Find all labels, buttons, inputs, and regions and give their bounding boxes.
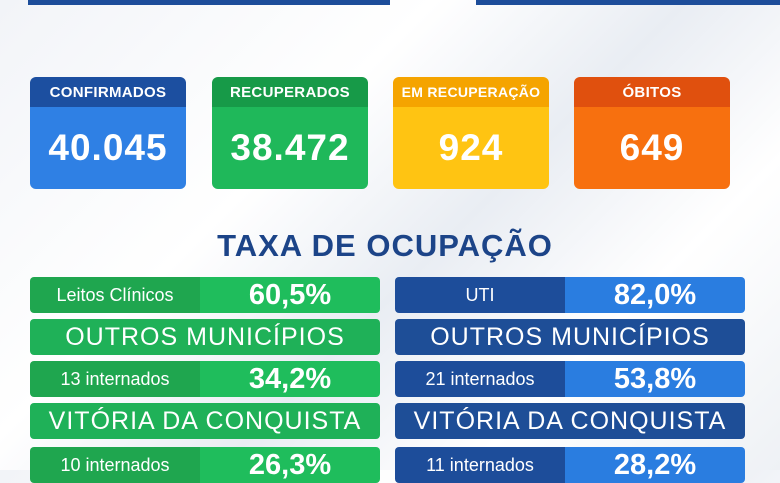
right-vitoria-internados-value: 28,2% [565, 447, 745, 483]
left-vitoria-internados-value: 26,3% [200, 447, 380, 483]
card-em-recuperacao: EM RECUPERAÇÃO 924 [393, 77, 549, 189]
card-obitos-value: 649 [574, 107, 730, 189]
left-outros-internados-value: 34,2% [200, 361, 380, 397]
row-left-vitoria-internados: 10 internados 26,3% [30, 447, 380, 483]
card-confirmados-label: CONFIRMADOS [30, 77, 186, 107]
row-right-vitoria-internados: 11 internados 28,2% [395, 447, 745, 483]
row-left-outros-internados: 13 internados 34,2% [30, 361, 380, 397]
left-outros-municipios-header: OUTROS MUNICÍPIOS [30, 319, 380, 355]
row-right-outros-internados: 21 internados 53,8% [395, 361, 745, 397]
right-outros-municipios-header: OUTROS MUNICÍPIOS [395, 319, 745, 355]
card-obitos: ÓBITOS 649 [574, 77, 730, 189]
card-recuperados: RECUPERADOS 38.472 [212, 77, 368, 189]
row-uti: UTI 82,0% [395, 277, 745, 313]
leitos-clinicos-label: Leitos Clínicos [30, 277, 200, 313]
card-obitos-label: ÓBITOS [574, 77, 730, 107]
right-vitoria-internados-label: 11 internados [395, 447, 565, 483]
right-outros-internados-value: 53,8% [565, 361, 745, 397]
uti-value: 82,0% [565, 277, 745, 313]
right-vitoria-header: VITÓRIA DA CONQUISTA [395, 403, 745, 439]
card-recuperados-value: 38.472 [212, 107, 368, 189]
row-right-outros-municipios: OUTROS MUNICÍPIOS [395, 319, 745, 355]
card-confirmados-value: 40.045 [30, 107, 186, 189]
top-banner-left [28, 0, 390, 5]
row-left-vitoria: VITÓRIA DA CONQUISTA [30, 403, 380, 439]
leitos-clinicos-value: 60,5% [200, 277, 380, 313]
left-vitoria-header: VITÓRIA DA CONQUISTA [30, 403, 380, 439]
row-left-outros-municipios: OUTROS MUNICÍPIOS [30, 319, 380, 355]
uti-label: UTI [395, 277, 565, 313]
row-right-vitoria: VITÓRIA DA CONQUISTA [395, 403, 745, 439]
right-outros-internados-label: 21 internados [395, 361, 565, 397]
occupancy-title: TAXA DE OCUPAÇÃO [217, 228, 553, 263]
top-banner-right [476, 0, 780, 5]
card-em-recuperacao-label: EM RECUPERAÇÃO [393, 77, 549, 107]
row-leitos-clinicos: Leitos Clínicos 60,5% [30, 277, 380, 313]
card-em-recuperacao-value: 924 [393, 107, 549, 189]
card-recuperados-label: RECUPERADOS [212, 77, 368, 107]
left-outros-internados-label: 13 internados [30, 361, 200, 397]
left-vitoria-internados-label: 10 internados [30, 447, 200, 483]
card-confirmados: CONFIRMADOS 40.045 [30, 77, 186, 189]
